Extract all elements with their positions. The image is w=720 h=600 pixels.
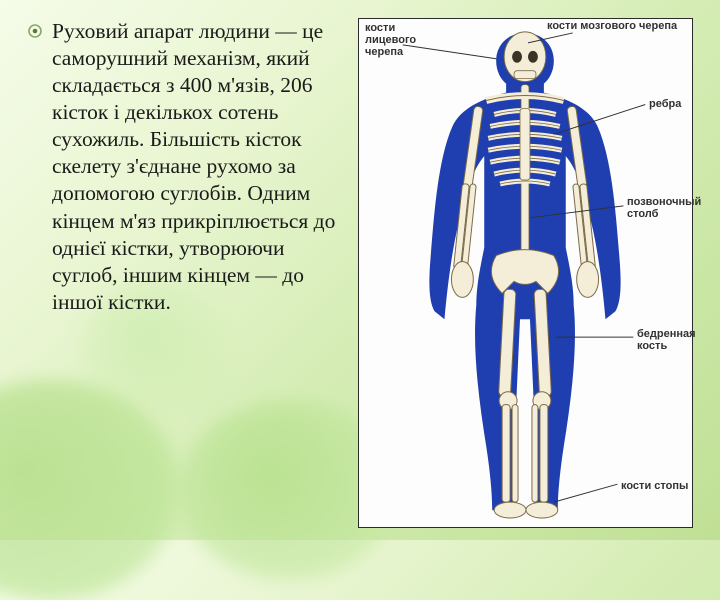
label-spine: позвоночный столб (627, 197, 701, 221)
paragraph-text: Руховий апарат людини — це саморушний ме… (52, 18, 348, 316)
text-column: Руховий апарат людини — це саморушний ме… (28, 18, 358, 526)
label-brain_skull: кости мозгового черепа (547, 21, 677, 33)
bullet-item: Руховий апарат людини — це саморушний ме… (28, 18, 348, 316)
leader-lines (359, 19, 692, 526)
slide-body: Руховий апарат людини — це саморушний ме… (0, 0, 720, 540)
skeleton-diagram: кости лицевого черепа кости мозгового чер… (358, 18, 693, 528)
disc-bullet-icon (28, 24, 42, 43)
label-face_skull: кости лицевого черепа (365, 23, 416, 59)
label-ribs: ребра (649, 99, 681, 111)
figure-column: кости лицевого черепа кости мозгового чер… (358, 18, 704, 526)
label-foot: кости стопы (621, 481, 688, 493)
label-femur: бедренная кость (637, 329, 696, 353)
